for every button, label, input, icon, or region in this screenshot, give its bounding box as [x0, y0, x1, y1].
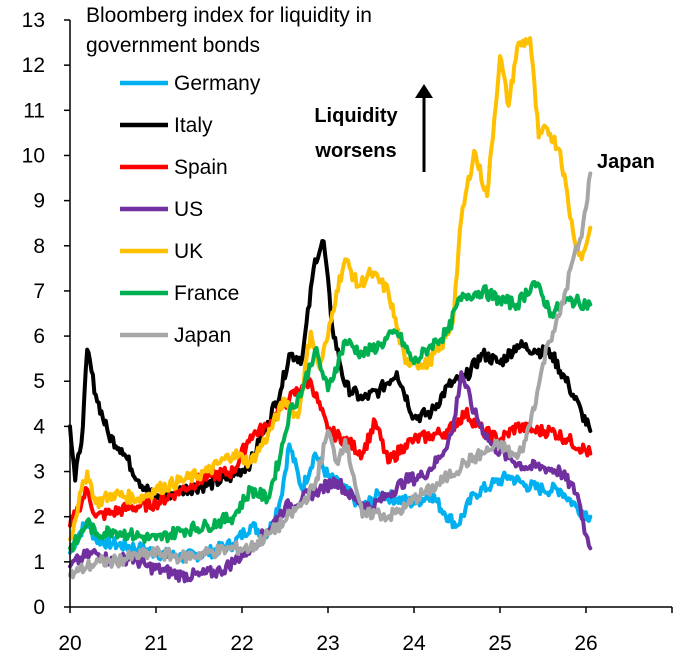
- y-tick-label: 8: [33, 235, 45, 258]
- y-tick-label: 2: [33, 506, 45, 529]
- x-tick-label: 22: [230, 632, 253, 655]
- legend-label: UK: [174, 240, 203, 263]
- series-layer: [68, 36, 593, 584]
- legend: Germany Italy Spain US UK France Japan: [120, 72, 261, 347]
- series-line-france: [68, 279, 593, 553]
- legend-item-uk: UK: [120, 240, 203, 263]
- y-tick-label: 1: [33, 551, 45, 574]
- y-tick-label: 13: [22, 9, 45, 32]
- legend-item-italy: Italy: [120, 114, 213, 137]
- legend-label: Japan: [174, 324, 231, 347]
- x-tick-label: 26: [574, 632, 597, 655]
- y-tick-label: 3: [33, 461, 45, 484]
- y-tick-label: 12: [22, 54, 45, 77]
- legend-label: France: [174, 282, 239, 305]
- legend-item-germany: Germany: [120, 72, 261, 95]
- series-line-uk: [68, 36, 593, 542]
- y-tick-label: 5: [33, 370, 45, 393]
- y-tick-label: 10: [22, 144, 45, 167]
- x-tick-label: 23: [316, 632, 339, 655]
- japan-end-label: Japan: [597, 151, 655, 173]
- annotation-worsens: worsens: [314, 140, 396, 162]
- legend-label: Germany: [174, 72, 261, 95]
- legend-label: US: [174, 198, 203, 221]
- y-tick-label: 4: [33, 415, 45, 438]
- x-tick-label: 24: [402, 632, 426, 655]
- y-tick-label: 7: [33, 280, 45, 303]
- legend-item-us: US: [120, 198, 203, 221]
- y-tick-label: 6: [33, 325, 45, 348]
- x-tick-label: 25: [488, 632, 511, 655]
- series-line-italy: [68, 239, 593, 503]
- legend-item-spain: Spain: [120, 156, 228, 179]
- legend-label: Spain: [174, 156, 228, 179]
- y-tick-label: 0: [33, 596, 45, 619]
- chart-title-line-2: government bonds: [86, 34, 260, 57]
- y-tick-label: 11: [23, 99, 45, 122]
- y-tick-label: 9: [33, 190, 45, 213]
- legend-label: Italy: [174, 114, 213, 137]
- axes-layer: [69, 20, 672, 608]
- chart-title-line-1: Bloomberg index for liquidity in: [86, 4, 372, 27]
- series-line-japan: [68, 171, 593, 580]
- annotation-liquidity: Liquidity: [314, 105, 398, 127]
- x-tick-label: 21: [144, 632, 167, 655]
- legend-item-japan: Japan: [120, 324, 231, 347]
- up-arrow-icon: [415, 84, 433, 172]
- legend-item-france: France: [120, 282, 239, 305]
- x-tick-label: 20: [58, 632, 81, 655]
